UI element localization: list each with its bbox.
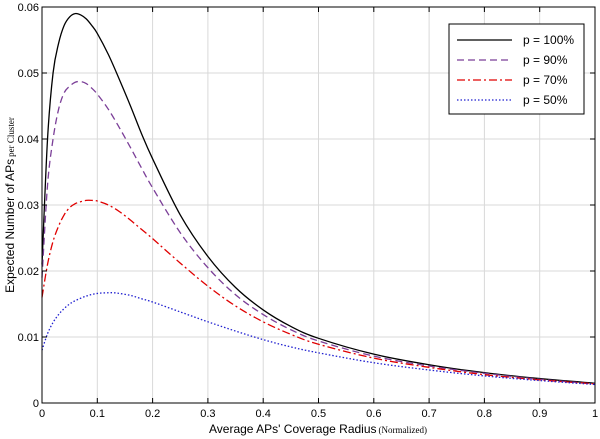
x-tick-label: 0.4	[256, 408, 271, 420]
x-tick-label: 0.9	[532, 408, 547, 420]
y-axis-label-main: Expected Number of APs	[3, 159, 17, 293]
x-tick-label: 0.6	[366, 408, 381, 420]
series-line-1	[41, 12, 596, 384]
y-tick-label: 0.06	[18, 2, 39, 14]
legend: p = 100% p = 90% p = 70% p = 50%	[448, 23, 585, 115]
x-tick-label: 0.3	[200, 408, 215, 420]
x-tick-label: 0.1	[90, 408, 105, 420]
x-tick-label: 0.7	[421, 408, 436, 420]
y-axis-label: Expected Number of APs per Cluster	[3, 117, 17, 293]
x-axis-label-main: Average APs' Coverage Radius	[209, 422, 377, 436]
y-tick-label: 0.02	[18, 266, 39, 278]
series-line-4	[41, 292, 596, 386]
y-tick-label: 0.01	[18, 332, 39, 344]
x-axis-label: Average APs' Coverage Radius (Normalized)	[209, 422, 427, 436]
axis-ticks: 0 0.1 0.2 0.3 0.4 0.5 0.6 0.7 0.8 0.9 1 0 0.01 0.02 0.…	[18, 2, 598, 420]
legend-label-4: p = 50%	[523, 93, 568, 107]
x-tick-label: 0	[39, 408, 45, 420]
legend-box	[448, 23, 585, 115]
y-tick-label: 0.04	[18, 134, 39, 146]
legend-label-3: p = 70%	[523, 73, 568, 87]
x-tick-label: 0.5	[311, 408, 326, 420]
x-tick-label: 0.8	[477, 408, 492, 420]
y-tick-label: 0	[33, 398, 39, 410]
x-axis-label-sub: (Normalized)	[379, 425, 427, 435]
series-line-3	[41, 199, 596, 385]
series-group	[41, 12, 596, 386]
x-tick-label: 1	[592, 408, 598, 420]
legend-label-2: p = 90%	[523, 53, 568, 67]
series-line-2	[41, 80, 596, 385]
y-axis-label-sub: per Cluster	[6, 117, 16, 157]
x-tick-label: 0.2	[145, 408, 160, 420]
legend-label-1: p = 100%	[523, 33, 574, 47]
y-tick-label: 0.03	[18, 200, 39, 212]
y-tick-label: 0.05	[18, 68, 39, 80]
